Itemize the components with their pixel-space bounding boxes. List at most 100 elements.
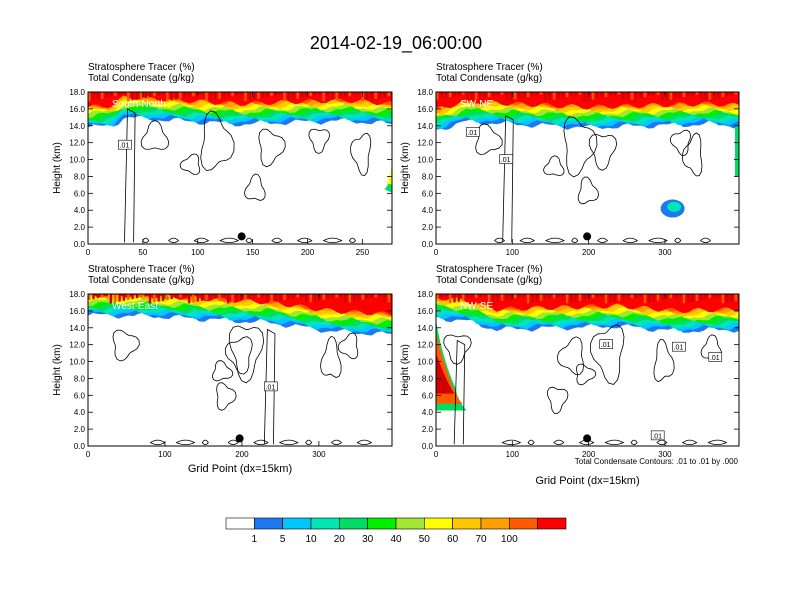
condensate-contour xyxy=(297,237,313,244)
tracer-streak xyxy=(652,92,655,96)
tracer-streak xyxy=(652,294,655,302)
x-tick-label: 100 xyxy=(191,248,205,257)
contour-label: .01 xyxy=(710,355,720,362)
condensate-contour xyxy=(577,176,599,205)
condensate-contour xyxy=(556,336,585,376)
tracer-streak xyxy=(114,92,117,97)
region-label: SW-NE xyxy=(460,99,493,110)
panel-title-line1: Stratosphere Tracer (%) xyxy=(88,62,195,73)
tracer-edge xyxy=(735,125,739,177)
tracer-streak xyxy=(457,294,460,302)
tracer-streak xyxy=(500,92,504,95)
tracer-streak xyxy=(253,294,256,299)
tracer-streak xyxy=(326,294,330,300)
panel-title-line2: Total Condensate (g/kg) xyxy=(436,275,542,286)
y-tick-label: 8.0 xyxy=(422,374,434,383)
tracer-streak xyxy=(449,92,452,98)
tracer-blob xyxy=(667,201,682,212)
condensate-contour xyxy=(670,129,692,157)
tracer-streak xyxy=(118,294,121,302)
colorbar-label: 30 xyxy=(362,534,374,545)
tracer-streak xyxy=(279,92,282,95)
tracer-streak xyxy=(505,92,508,102)
condensate-contour xyxy=(228,325,265,384)
tracer-streak xyxy=(513,294,517,299)
y-tick-label: 14.0 xyxy=(417,324,433,333)
contour-label: .01 xyxy=(501,157,511,164)
tracer-intrusion xyxy=(384,162,392,193)
figure-title: 2014-02-19_06:00:00 xyxy=(310,33,482,54)
tracer-streak xyxy=(283,92,286,102)
tracer-streak xyxy=(570,92,573,97)
tracer-streak xyxy=(166,92,169,102)
x-tick-label: 200 xyxy=(301,248,315,257)
condensate-contour xyxy=(305,439,313,446)
tracer-fold xyxy=(436,353,455,394)
tracer-streak xyxy=(361,92,364,102)
tracer-streak xyxy=(661,294,664,300)
tracer-streak xyxy=(322,92,325,102)
condensate-contour xyxy=(211,360,234,382)
tracer-streak xyxy=(483,294,486,297)
x-tick-label: 100 xyxy=(506,248,520,257)
tracer-streak xyxy=(674,294,677,298)
condensate-contour xyxy=(453,339,466,445)
contour-label-box xyxy=(118,139,132,150)
tracer-streak xyxy=(88,294,91,300)
tracer-streak xyxy=(140,294,143,298)
tracer-streak xyxy=(305,294,308,304)
tracer-streak xyxy=(604,92,608,98)
condensate-contour xyxy=(142,237,150,244)
tracer-streak xyxy=(318,294,321,301)
colorbar-label: 10 xyxy=(305,534,317,545)
tracer-streak xyxy=(127,294,130,300)
tracer-streak xyxy=(440,92,443,99)
condensate-contour xyxy=(348,237,356,244)
tracer-streak xyxy=(691,92,694,96)
y-tick-label: 8.0 xyxy=(422,172,434,181)
tracer-streak xyxy=(449,294,452,304)
contour-label-box xyxy=(672,341,686,352)
tracer-streak xyxy=(318,92,321,95)
tracer-streak xyxy=(248,294,252,300)
tracer-streak xyxy=(548,92,551,101)
condensate-contour xyxy=(493,237,506,244)
condensate-contour xyxy=(674,237,682,244)
y-tick-label: 10.0 xyxy=(69,358,85,367)
tracer-streak xyxy=(622,92,625,102)
tracer-streak xyxy=(192,92,195,97)
x-tick-label: 100 xyxy=(506,450,520,459)
tracer-streak xyxy=(613,92,616,96)
condensate-contour xyxy=(216,382,237,411)
tracer-streak xyxy=(309,294,312,303)
y-tick-label: 0.0 xyxy=(74,240,86,249)
tracer-streak xyxy=(335,294,338,298)
tracer-streak xyxy=(509,294,512,300)
tracer-streak xyxy=(574,92,577,96)
tracer-streak xyxy=(348,92,351,97)
tracer-streak xyxy=(682,92,686,98)
tracer-streak xyxy=(313,294,317,302)
tracer-streak xyxy=(492,92,495,97)
tracer-streak xyxy=(109,92,113,98)
tracer-streak xyxy=(331,294,334,299)
x-tick-label: 200 xyxy=(582,450,596,459)
condensate-contour xyxy=(201,439,209,446)
tracer-streak xyxy=(518,294,521,298)
tracer-streak xyxy=(462,294,465,301)
condensate-contour xyxy=(656,439,668,446)
tracer-streak xyxy=(466,294,469,300)
tracer-streak xyxy=(522,294,525,297)
tracer-streak xyxy=(496,294,499,302)
tracer-streak xyxy=(583,294,586,300)
tracer-streak xyxy=(704,294,707,300)
x-tick-label: 250 xyxy=(356,248,370,257)
tracer-streak xyxy=(630,294,634,299)
tracer-streak xyxy=(479,92,482,99)
tracer-streak xyxy=(656,294,660,301)
tracer-streak xyxy=(283,294,286,300)
panel-title-line1: Stratosphere Tracer (%) xyxy=(436,62,543,73)
y-tick-label: 0.0 xyxy=(422,442,434,451)
colorbar-swatch xyxy=(452,517,482,530)
tracer-streak xyxy=(374,92,377,99)
